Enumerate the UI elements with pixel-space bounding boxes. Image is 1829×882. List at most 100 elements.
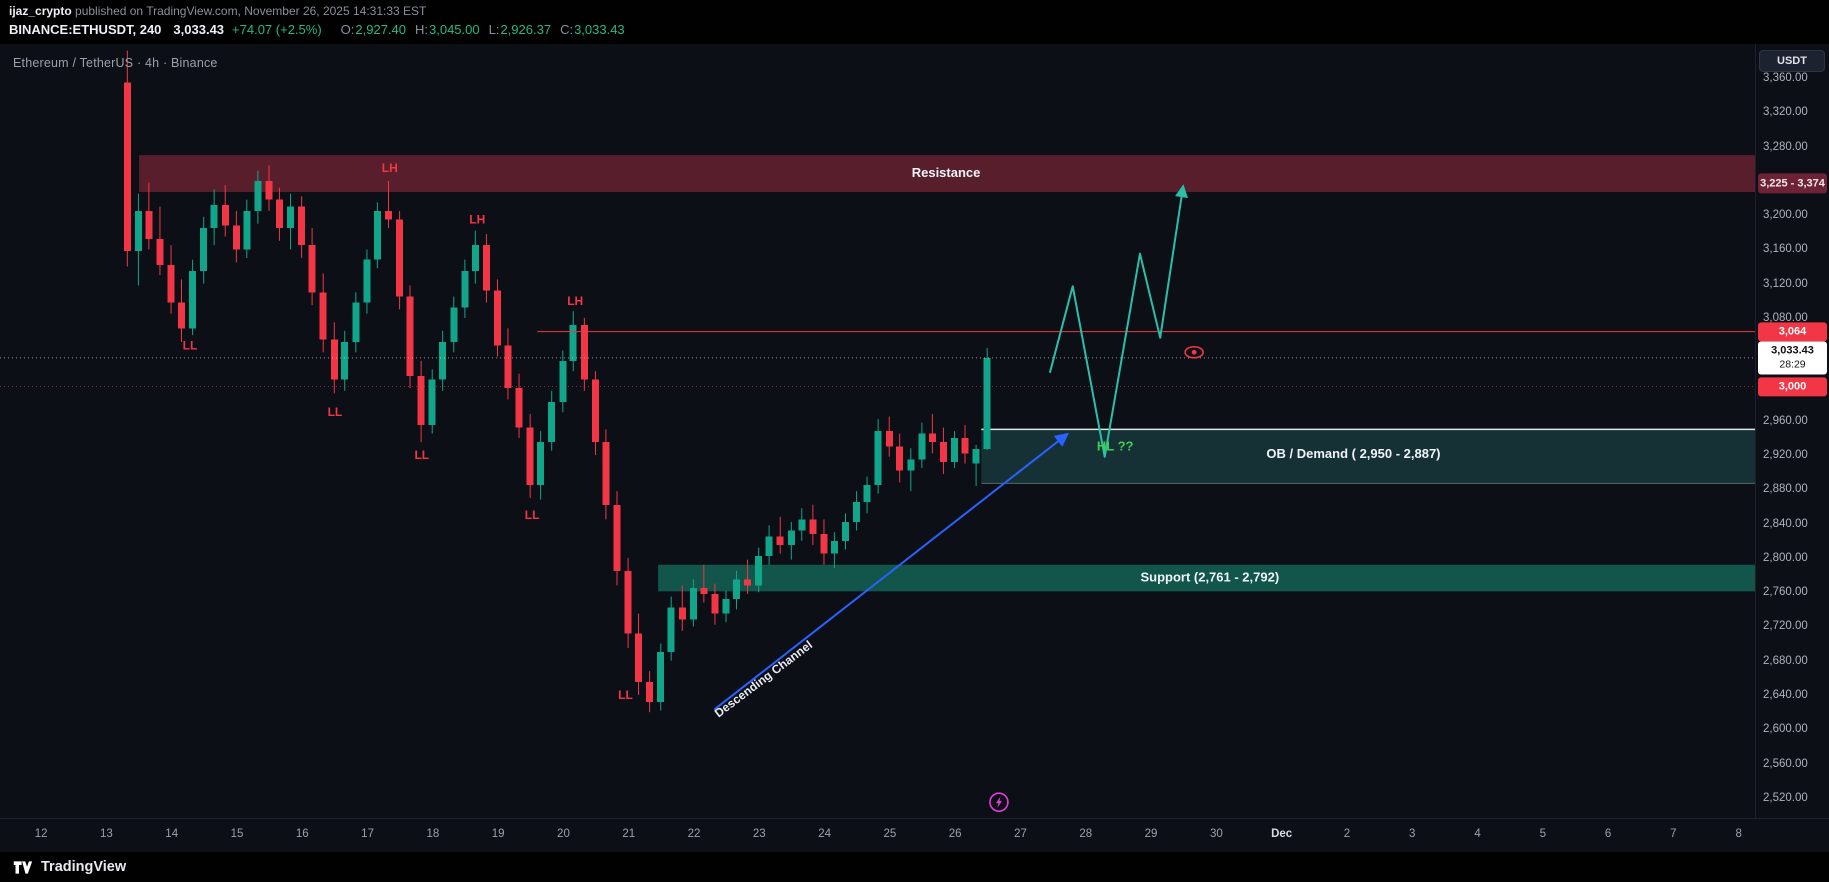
candle-body: [928, 433, 936, 443]
candle-body: [657, 652, 665, 702]
bolt-icon[interactable]: [989, 792, 1009, 812]
price-change: +74.07 (+2.5%): [232, 22, 322, 37]
candle-body: [396, 219, 404, 297]
candle-body: [450, 307, 458, 342]
candle-body: [134, 210, 142, 252]
candle-body: [178, 302, 186, 329]
zone-resistance[interactable]: [139, 155, 1755, 192]
candle-body: [471, 245, 479, 271]
price-axis-label: 3,320.00: [1763, 106, 1808, 119]
price-axis-label: 2,880.00: [1763, 483, 1808, 496]
candle-body: [842, 521, 850, 541]
candle-body: [907, 459, 915, 471]
zone-support[interactable]: [658, 564, 1755, 592]
eye-icon[interactable]: [1184, 345, 1204, 359]
price-axis-label: 2,960.00: [1763, 414, 1808, 427]
candle-body: [167, 264, 175, 303]
time-axis-label: 21: [622, 828, 636, 840]
time-axis-label: 28: [1079, 828, 1093, 840]
footer-bar: TradingView: [0, 852, 1829, 882]
high-value: 3,045.00: [429, 22, 480, 37]
candle-body: [123, 82, 131, 252]
zone-range-badge: 3,225 - 3,374: [1758, 173, 1827, 194]
time-axis-label: 2: [1343, 828, 1351, 840]
candle-body: [755, 556, 763, 586]
zone-label-support: Support (2,761 - 2,792): [1140, 570, 1279, 585]
candle-body: [319, 292, 327, 340]
time-axis-label: 22: [687, 828, 701, 840]
tradingview-logo: [13, 860, 33, 874]
close-value: 3,033.43: [574, 22, 625, 37]
price-axis-label: 2,840.00: [1763, 517, 1808, 530]
candle-body: [613, 504, 621, 571]
candle-body: [275, 199, 283, 228]
candle-body: [308, 245, 316, 293]
price-pane[interactable]: Descending Channel Resistance OB / Demand …: [0, 44, 1755, 818]
close-label: C:: [560, 22, 574, 37]
price-axis-label: 3,120.00: [1763, 277, 1808, 290]
ascending-trendline-arrow[interactable]: [713, 432, 1070, 711]
candle-body: [461, 270, 469, 308]
candle-body: [580, 324, 588, 380]
candle-body: [548, 401, 556, 443]
low-label: L:: [488, 22, 500, 37]
candle-body: [951, 437, 959, 462]
candle-body: [428, 379, 436, 426]
swing-label-ll: LL: [414, 448, 429, 462]
currency-toggle-button[interactable]: USDT: [1759, 50, 1825, 72]
candle-body: [732, 579, 740, 600]
time-axis-label: 13: [100, 828, 113, 840]
candle-body: [602, 442, 610, 505]
candle-body: [765, 536, 773, 557]
candle-body: [863, 485, 871, 503]
price-axis-label: 2,600.00: [1763, 723, 1808, 736]
candle-body: [330, 339, 338, 380]
time-axis-label: 27: [1014, 828, 1027, 840]
candle-body: [559, 360, 567, 402]
time-axis-label: 3: [1409, 828, 1416, 840]
candle-body: [776, 536, 784, 546]
publish-attribution: ijaz_crypto published on TradingView.com…: [9, 4, 426, 18]
candle-body: [798, 519, 806, 531]
time-axis-label: 14: [165, 828, 179, 840]
projection-path[interactable]: [1048, 184, 1188, 458]
candle-body: [537, 442, 545, 486]
candle-body: [243, 210, 251, 250]
candle-body: [254, 180, 262, 211]
candle-body: [646, 682, 654, 702]
annotation-hl-label: HL ??: [1097, 439, 1134, 454]
candle-body: [689, 587, 697, 620]
candle-body: [820, 533, 828, 554]
swing-label-ll: LL: [328, 405, 343, 419]
time-axis-label: 26: [948, 828, 962, 840]
time-axis-label: 16: [295, 828, 309, 840]
candle-body: [809, 519, 817, 534]
low-value: 2,926.37: [500, 22, 552, 37]
candle-body: [221, 204, 229, 226]
candle-body: [983, 358, 991, 450]
zone-ob-demand[interactable]: [981, 429, 1755, 484]
zone-label-resistance: Resistance: [912, 165, 981, 180]
time-axis-label: 12: [34, 828, 48, 840]
candle-body: [352, 302, 360, 342]
candle-body: [830, 540, 838, 554]
time-axis[interactable]: 12 13 14 15 16 17 18 19 20 21 22 23 24 25 26 27 28 29 30 De…: [0, 818, 1829, 853]
candle-body: [232, 225, 240, 250]
candle-body: [526, 427, 534, 486]
candle-body: [961, 437, 969, 454]
candle-body: [896, 446, 904, 471]
time-axis-label: 18: [426, 828, 440, 840]
candle-body: [885, 431, 893, 447]
symbol-name: BINANCE:ETHUSDT, 240: [9, 22, 162, 37]
candle-body: [744, 579, 752, 586]
price-axis-label: 2,920.00: [1763, 449, 1808, 462]
price-axis-label: 2,800.00: [1763, 551, 1808, 564]
price-axis[interactable]: USDT 3,360.003,320.003,280.003,240.003,2…: [1755, 44, 1829, 818]
candle-body: [494, 290, 502, 346]
candle-body: [711, 593, 719, 614]
level-badge-3064: 3,064: [1758, 322, 1827, 342]
last-price-value: 3,033.43: [173, 22, 225, 37]
candle-body: [569, 324, 577, 361]
swing-label-lh: LH: [382, 161, 398, 175]
